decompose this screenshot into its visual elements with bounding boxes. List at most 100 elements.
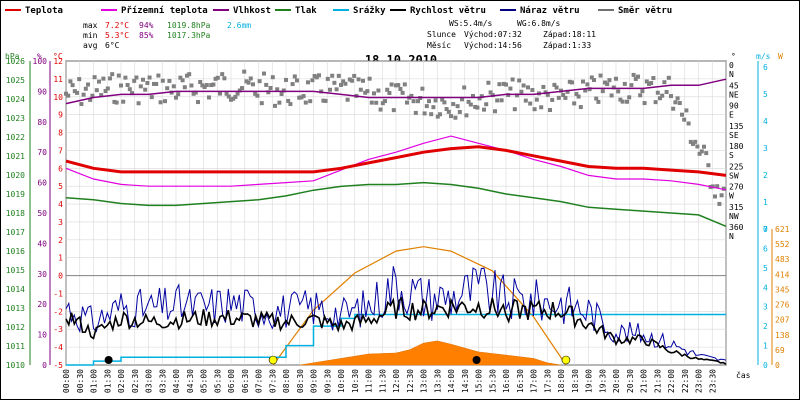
wind-dir-point (589, 75, 594, 80)
tick-x-6: 03:00 (145, 369, 154, 393)
wind-dir-point (189, 83, 194, 88)
wind-dir-point (361, 78, 365, 83)
wind-dir-point (710, 184, 715, 189)
moonrise-marker (472, 356, 481, 364)
moonset-marker (104, 356, 113, 364)
wind-dir-point (528, 101, 533, 106)
tick-x-25: 12:30 (406, 369, 415, 393)
wind-dir-point (552, 82, 557, 87)
wind-dir-point (614, 76, 618, 81)
wind-dir-point (114, 100, 119, 105)
tick-x-15: 07:30 (268, 369, 277, 393)
wind-dir-point (165, 86, 170, 91)
wind-dir-point (341, 79, 346, 84)
wind-dir-point (363, 90, 368, 95)
tick-pct-9: 90 (37, 87, 47, 96)
wind-dir-point (156, 73, 161, 78)
tick-ms-2: 2 (763, 171, 768, 180)
wind-dir-point (367, 76, 372, 81)
wind-dir-point (640, 89, 645, 94)
tick-temp-4: -1 (53, 289, 63, 298)
wind-dir-point (262, 71, 266, 76)
wind-dir-point (655, 90, 660, 95)
wind-dir-point (677, 101, 682, 106)
wind-dir-point (435, 114, 440, 119)
wind-dir-point (431, 105, 436, 110)
tick-hpa-2: 1012 (6, 323, 25, 332)
tick-x-31: 15:30 (488, 369, 497, 393)
wind-dir-point (673, 100, 678, 105)
wind-dir-point (145, 80, 150, 85)
wind-dir-point (127, 87, 132, 92)
wind-dir-point (193, 90, 198, 95)
wind-dir-point (455, 104, 460, 109)
series-ground-temp (65, 135, 727, 191)
tick-dir-name-5: SW (729, 171, 739, 180)
wind-dir-point (237, 88, 242, 93)
wind-dir-point (112, 99, 117, 104)
wind-dir-point (413, 110, 418, 115)
tick-dir-name-1: NE (729, 90, 739, 99)
tick-hpa-3: 1013 (6, 304, 25, 313)
legend-label-7: Směr větru (618, 5, 672, 16)
series-wind-speed (65, 296, 727, 365)
wind-dir-point (290, 82, 295, 87)
wind-dir-point (717, 201, 722, 206)
wind-dir-point (477, 96, 482, 101)
wind-dir-point (631, 72, 636, 77)
tick-x-37: 18:30 (571, 369, 580, 393)
wind-dir-point (152, 81, 156, 86)
wind-dir-point (526, 85, 530, 90)
wind-dir-point (233, 94, 238, 99)
wind-dir-point (594, 96, 599, 101)
tick-dir-2: 90 (729, 102, 739, 111)
stat-temp-2: 6°C (105, 41, 120, 50)
wind-dir-point (620, 99, 625, 104)
tick-w-3: 207 (775, 316, 790, 325)
tick-x-1: 00:30 (76, 369, 85, 393)
wind-dir-point (108, 76, 112, 81)
wind-dir-point (163, 99, 167, 104)
tick-dir-name-3: SE (729, 131, 739, 140)
tick-ms-5: 5 (763, 90, 768, 99)
wind-dir-point (270, 75, 275, 80)
x-axis-label: čas (736, 370, 751, 380)
tick-x-11: 05:30 (213, 369, 222, 393)
wind-dir-point (391, 108, 396, 113)
wind-dir-point (501, 81, 506, 86)
tick-dir-8: 360 (729, 223, 744, 232)
tick-dir-name-6: W (729, 192, 734, 201)
tick-dir-0: 0 (729, 61, 734, 70)
tick-dir-4: 180 (729, 142, 744, 151)
wind-dir-point (143, 87, 148, 92)
tick-w-1: 69 (775, 346, 785, 355)
wind-dir-point (499, 98, 504, 103)
wind-dir-point (171, 84, 176, 89)
wind-dir-point (642, 101, 647, 106)
tick-x-43: 21:30 (653, 369, 662, 393)
wind-dir-point (653, 100, 658, 105)
wind-dir-point (600, 89, 605, 94)
tick-rain-2: 2 (763, 322, 768, 331)
tick-x-21: 10:30 (351, 369, 360, 393)
wind-dir-point (523, 98, 528, 103)
wind-dir-point (75, 90, 79, 95)
tick-x-3: 01:30 (103, 369, 112, 393)
wind-dir-point (277, 100, 282, 105)
tick-x-45: 22:30 (681, 369, 690, 393)
wind-dir-point (352, 73, 357, 78)
tick-x-34: 17:00 (530, 369, 539, 393)
tick-temp-13: 8 (58, 129, 63, 138)
wind-dir-point (517, 78, 522, 83)
series-sun-curve (272, 246, 567, 366)
tick-temp-17: 12 (53, 57, 63, 66)
wind-dir-point (339, 82, 343, 87)
wind-dir-point (134, 75, 139, 80)
wind-dir-point (196, 100, 200, 105)
tick-temp-6: 1 (58, 254, 63, 263)
tick-temp-11: 6 (58, 164, 63, 173)
tick-x-33: 16:30 (516, 369, 525, 393)
wind-dir-point (244, 79, 249, 84)
wind-dir-point (636, 74, 640, 79)
wind-dir-point (275, 87, 280, 92)
